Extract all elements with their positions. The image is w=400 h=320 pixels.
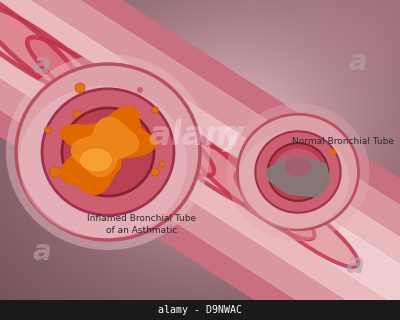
- Ellipse shape: [188, 142, 313, 238]
- Polygon shape: [81, 149, 111, 171]
- Circle shape: [159, 161, 165, 167]
- Circle shape: [74, 110, 82, 119]
- Ellipse shape: [255, 131, 341, 213]
- Ellipse shape: [226, 103, 370, 241]
- Polygon shape: [266, 157, 330, 197]
- Polygon shape: [72, 117, 138, 177]
- Text: y: y: [222, 119, 244, 152]
- Text: a: a: [33, 51, 51, 79]
- Ellipse shape: [6, 54, 210, 250]
- Circle shape: [64, 164, 72, 172]
- Ellipse shape: [236, 173, 357, 266]
- Circle shape: [330, 149, 336, 155]
- Text: Normal Bronchial Tube: Normal Bronchial Tube: [292, 137, 394, 146]
- Ellipse shape: [239, 131, 349, 229]
- Circle shape: [137, 87, 143, 93]
- Polygon shape: [266, 157, 330, 197]
- Circle shape: [151, 168, 159, 176]
- Circle shape: [75, 83, 85, 93]
- Ellipse shape: [273, 148, 323, 196]
- Ellipse shape: [29, 39, 169, 146]
- Text: alamy - D9NWAC: alamy - D9NWAC: [158, 305, 242, 315]
- Ellipse shape: [16, 64, 200, 240]
- Text: a: a: [349, 48, 367, 76]
- Ellipse shape: [77, 70, 212, 174]
- Ellipse shape: [19, 86, 187, 238]
- Polygon shape: [60, 107, 156, 195]
- Ellipse shape: [284, 157, 312, 177]
- Ellipse shape: [135, 108, 265, 207]
- Circle shape: [44, 126, 52, 133]
- Ellipse shape: [42, 89, 174, 215]
- Ellipse shape: [268, 143, 328, 201]
- Text: a: a: [346, 251, 364, 279]
- Circle shape: [50, 166, 60, 178]
- Text: Inflamed Bronchial Tube
of an Asthmatic: Inflamed Bronchial Tube of an Asthmatic: [88, 214, 196, 235]
- Circle shape: [152, 107, 158, 114]
- FancyBboxPatch shape: [0, 300, 400, 320]
- Text: a: a: [33, 238, 51, 266]
- Ellipse shape: [62, 108, 154, 196]
- Ellipse shape: [238, 114, 358, 230]
- Ellipse shape: [0, 0, 81, 91]
- Circle shape: [62, 145, 68, 151]
- Text: alam: alam: [148, 119, 239, 152]
- Ellipse shape: [0, 8, 125, 119]
- Circle shape: [91, 121, 99, 129]
